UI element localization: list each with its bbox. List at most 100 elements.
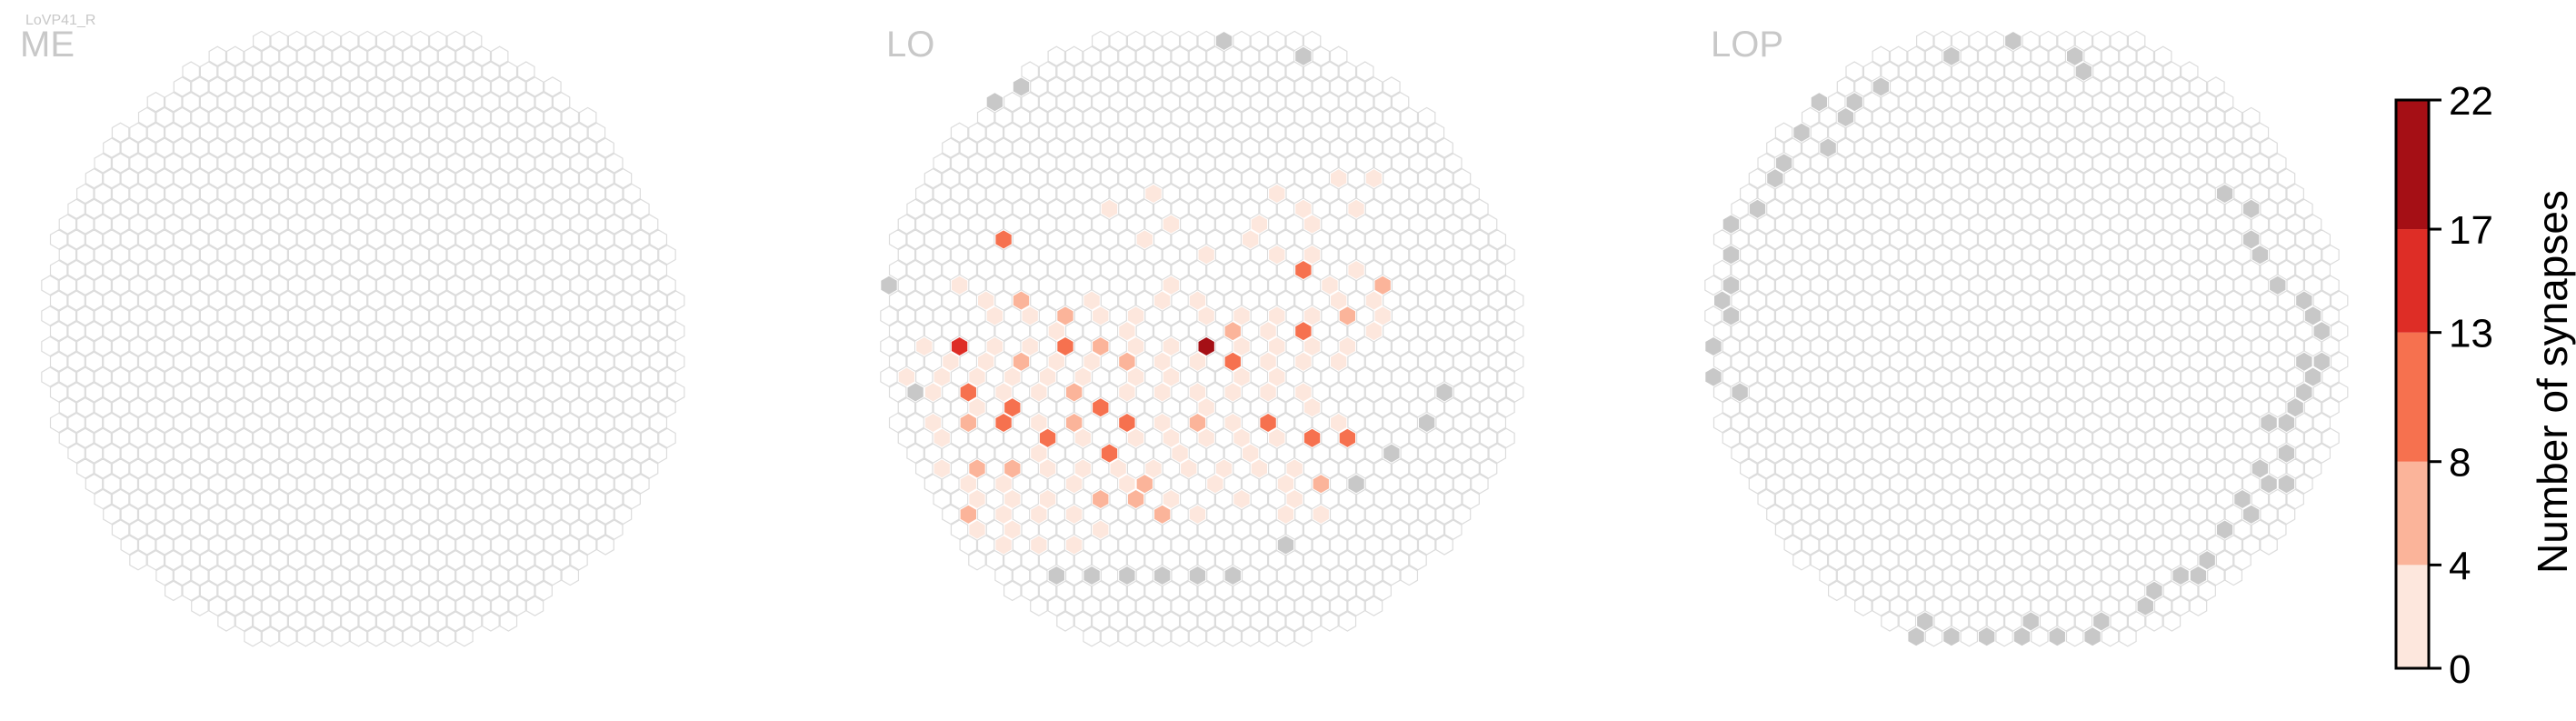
lo-hex-cell-empty <box>1373 366 1392 387</box>
lop-hex-cell-empty <box>2127 122 2146 144</box>
me-hex-cell-empty <box>561 137 580 158</box>
colorbar-label: Number of synapses <box>2529 190 2576 574</box>
lo-hex-cell-empty <box>1153 626 1172 647</box>
lop-hex-cell-empty <box>2162 61 2182 82</box>
lop-hex-cell-empty <box>2065 565 2084 586</box>
me-hex-cell-empty <box>614 473 633 495</box>
lo-hex-cell-empty <box>1505 351 1524 373</box>
me-hex-cell-empty <box>253 244 271 265</box>
lop-hex-cell-empty <box>2198 366 2216 387</box>
lop-hex-cell-empty <box>1995 137 2013 158</box>
lop-hex-cell-empty <box>1977 198 1996 220</box>
lo-hex-cell-empty <box>1092 91 1110 113</box>
lop-hex-cell-empty <box>1836 167 1855 189</box>
lop-hex-cell-empty <box>2039 458 2058 479</box>
lop-hex-cell-empty <box>1801 106 1820 128</box>
me-hex-cell-empty <box>649 259 668 281</box>
lo-hex-cell-empty <box>1462 366 1480 387</box>
lo-hex-cell-empty <box>1153 106 1172 128</box>
me-hex-cell-empty <box>604 458 624 479</box>
lop-hex-cell-empty <box>2119 45 2137 67</box>
me-hex-cell-empty <box>446 611 464 632</box>
lo-hex-cell-empty <box>897 275 916 296</box>
lop-hex-cell-empty <box>2065 290 2084 311</box>
lop-hex-cell-empty <box>1898 244 1917 265</box>
lo-hex-cell-empty <box>1338 366 1357 387</box>
me-hex-cell-empty <box>437 259 456 281</box>
lop-hex-cell-empty <box>2004 275 2022 296</box>
me-hex-cell-empty <box>182 366 200 387</box>
lo-hex-cell-empty <box>976 382 995 403</box>
lop-hex-cell-empty <box>1757 183 1775 205</box>
lo-hex-cell-empty <box>1179 366 1198 387</box>
lop-hex-cell-empty <box>2057 244 2075 265</box>
lop-hex-cell-empty <box>2101 443 2120 464</box>
lo-hex-cell-empty <box>1188 443 1207 464</box>
me-hex-cell-empty <box>473 351 492 373</box>
me-hex-cell-empty <box>420 198 438 220</box>
me-hex-cell-empty <box>173 412 192 434</box>
lop-hex-cell-empty <box>1951 611 1970 632</box>
me-hex-cell-empty <box>244 290 262 311</box>
lop-hex-cell-empty <box>2330 320 2349 342</box>
me-hex-cell-empty <box>349 412 368 434</box>
lo-hex-cell-empty <box>1179 153 1198 174</box>
me-hex-cell-empty <box>384 473 404 495</box>
lop-hex-cell-empty <box>1757 335 1775 357</box>
lop-hex-cell-empty <box>2153 167 2172 189</box>
lop-hex-cell-empty <box>2048 290 2067 311</box>
lop-hex-cell-empty <box>1933 580 1952 602</box>
lop-hex-cell-empty <box>2012 45 2032 67</box>
me-hex-cell-empty <box>182 275 200 296</box>
me-hex-cell-empty <box>165 366 183 387</box>
lo-hex-cell-empty <box>950 396 969 418</box>
lo-hex-cell-empty <box>1003 153 1022 174</box>
lo-hex-cell-empty <box>924 443 943 464</box>
lop-hex-cell-empty <box>2004 305 2022 326</box>
lo-hex-cell-empty <box>1179 549 1198 571</box>
me-hex-cell-empty <box>411 396 430 418</box>
lo-hex-cell-empty <box>1171 290 1189 311</box>
me-hex-cell-empty <box>235 305 254 326</box>
me-hex-cell-empty <box>482 244 500 265</box>
lo-hex-cell-empty <box>1073 305 1093 326</box>
lo-hex-cell-empty <box>1047 229 1066 250</box>
lop-hex-cell-empty <box>2321 335 2340 357</box>
lo-hex-cell-empty <box>1453 229 1472 250</box>
lop-hex-cell-empty <box>1889 473 1908 495</box>
lo-hex-cell-empty <box>1400 198 1419 220</box>
lop-hex-cell-empty <box>1942 106 1961 128</box>
lo-hex-cell-empty <box>976 106 995 128</box>
lo-hex-cell-empty <box>1197 61 1215 82</box>
lop-hex-cell-empty <box>1862 275 1882 296</box>
me-hex-cell-empty <box>552 244 571 265</box>
lo-hex-cell-empty <box>1471 259 1489 281</box>
lo-hex-cell-empty <box>1400 382 1419 403</box>
lo-hex-cell-empty <box>888 382 907 403</box>
lo-hex-cell-empty <box>1179 214 1198 235</box>
me-hex-cell-empty <box>604 396 624 418</box>
me-hex-cell-empty <box>129 427 147 449</box>
lo-hex-cell-value <box>1126 335 1145 357</box>
me-hex-cell-empty <box>67 290 85 311</box>
lo-hex-cell-empty <box>1479 396 1498 418</box>
lo-hex-cell-empty <box>1435 229 1453 250</box>
me-hex-cell-empty <box>217 244 235 265</box>
me-hex-cell-empty <box>632 443 650 464</box>
lo-hex-cell-empty <box>1426 366 1445 387</box>
lo-hex-cell-empty <box>1453 412 1472 434</box>
lo-hex-cell-empty <box>942 473 960 495</box>
lo-hex-cell-empty <box>1259 504 1277 526</box>
lo-hex-cell-empty <box>1267 61 1286 82</box>
lop-hex-cell-empty <box>2083 229 2102 250</box>
lo-hex-cell-empty <box>1241 259 1260 281</box>
lo-hex-cell-empty <box>1188 596 1207 616</box>
me-hex-cell-empty <box>464 580 483 602</box>
lop-hex-cell-empty <box>1766 290 1784 311</box>
me-hex-cell-empty <box>332 565 350 586</box>
lo-hex-cell-value <box>1153 504 1172 525</box>
lo-hex-cell-empty <box>1144 61 1163 82</box>
lo-hex-cell-empty <box>1453 382 1472 403</box>
lo-hex-cell-empty <box>1312 229 1331 250</box>
lo-hex-cell-empty <box>1267 275 1286 296</box>
